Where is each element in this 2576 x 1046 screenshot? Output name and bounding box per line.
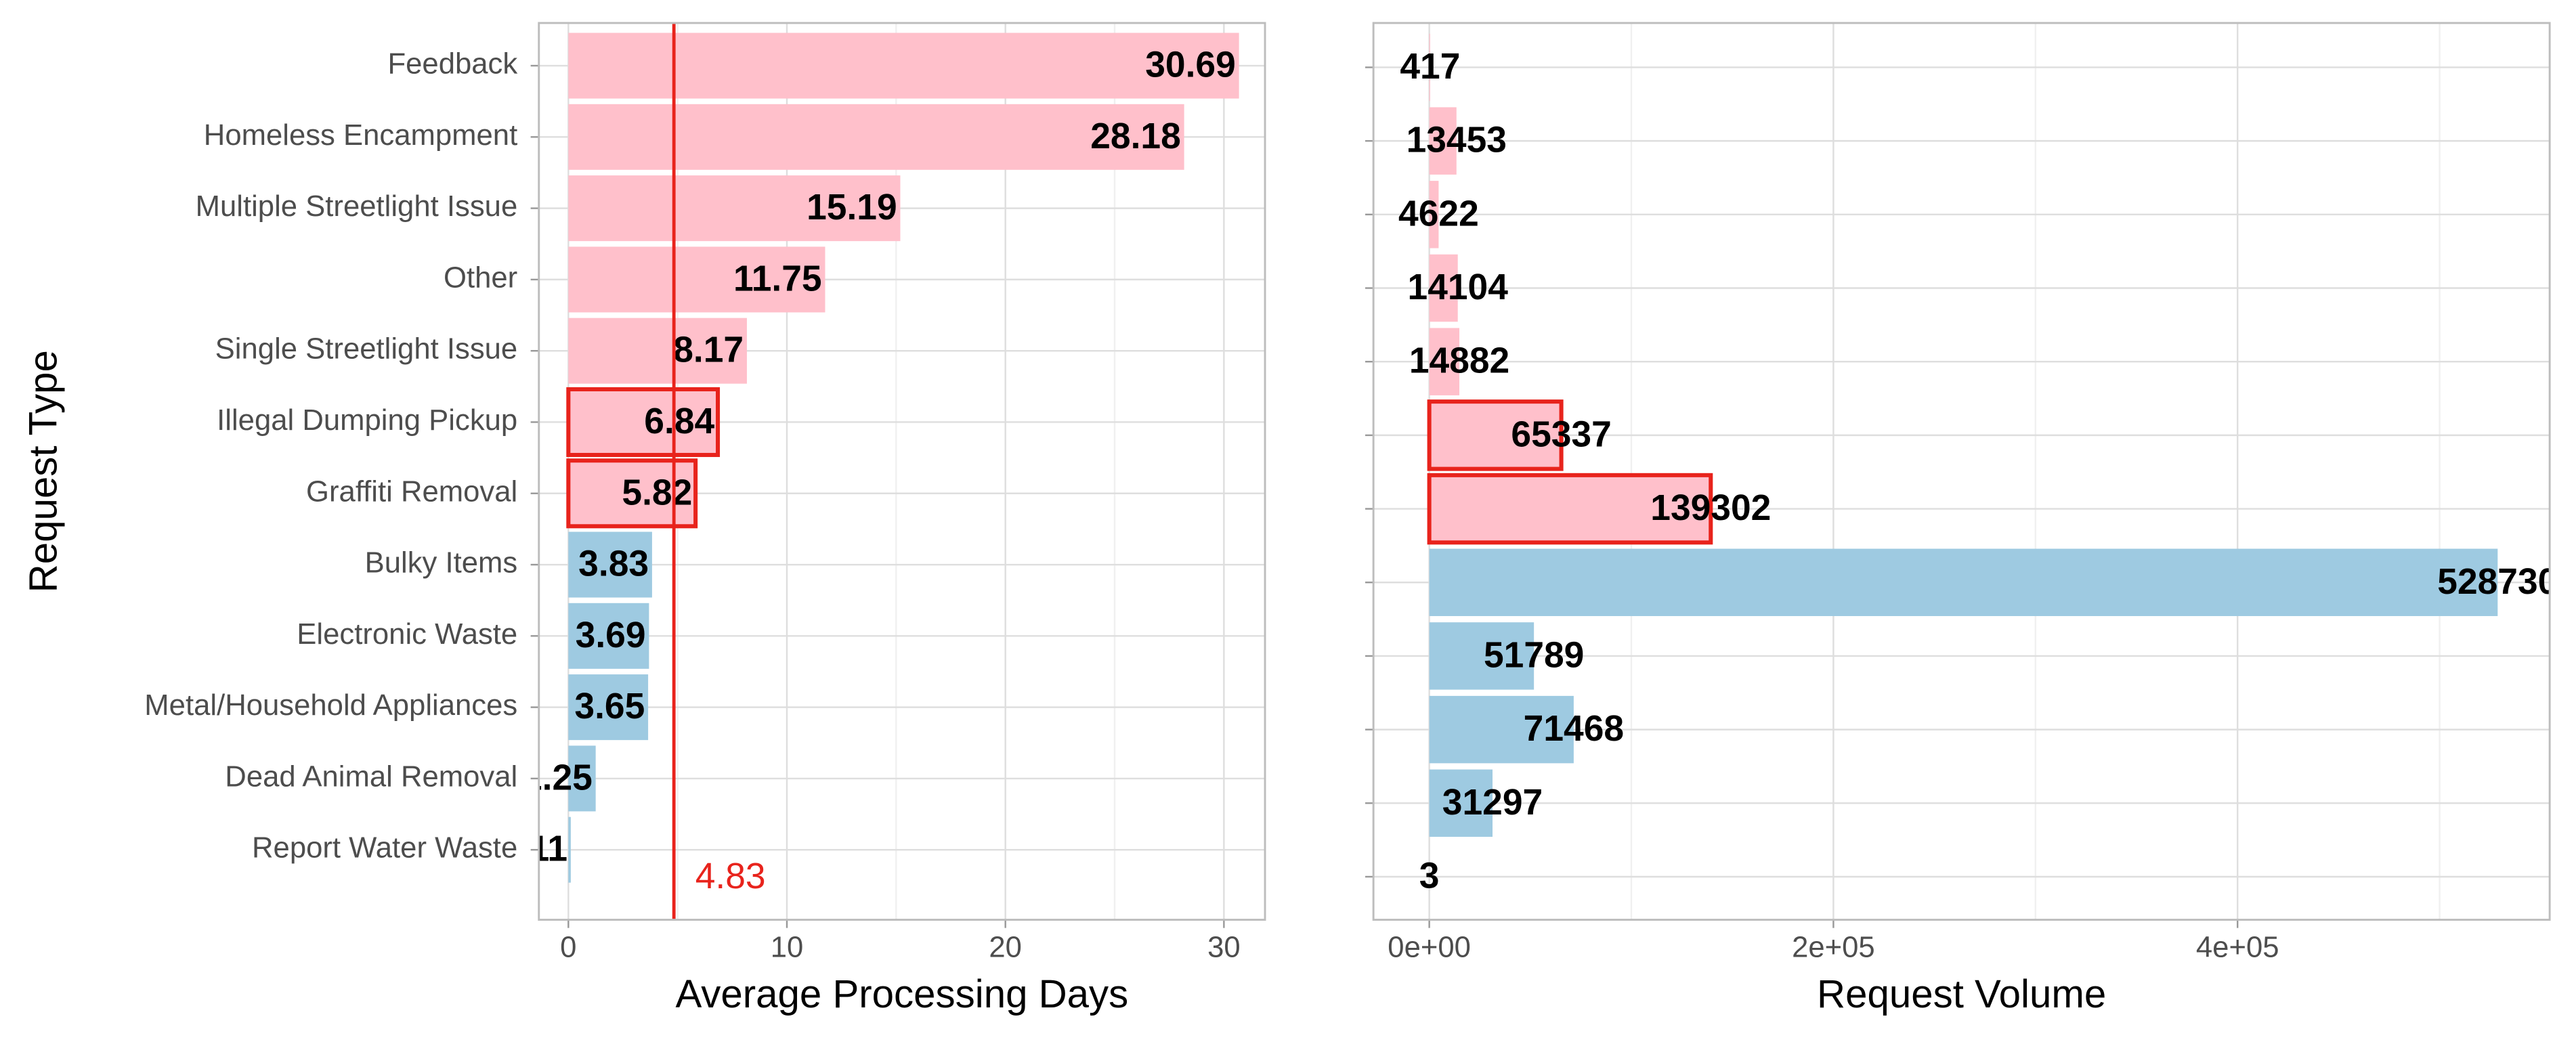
value-label: 28.18 <box>1090 116 1181 156</box>
value-label: 5.82 <box>622 473 692 513</box>
panel-background <box>1373 23 2550 920</box>
value-label: 6.84 <box>644 401 714 441</box>
y-tick-label: Multiple Streetlight Issue <box>196 190 518 223</box>
value-label: 14882 <box>1409 341 1509 381</box>
value-label: 3.65 <box>574 687 645 726</box>
y-tick-label: Homeless Encampment <box>204 118 517 152</box>
y-tick-label: Dead Animal Removal <box>225 760 517 793</box>
y-tick-label: Single Streetlight Issue <box>215 332 518 366</box>
value-label: 15.19 <box>807 188 897 227</box>
reference-label: 4.83 <box>695 856 766 896</box>
value-label: 3 <box>1419 856 1440 896</box>
value-label: 13453 <box>1407 121 1507 160</box>
x-tick-label: 4e+05 <box>2196 931 2279 964</box>
bar <box>568 33 1239 99</box>
value-label: 3.69 <box>576 615 646 655</box>
value-label: 11.75 <box>733 259 822 299</box>
x-tick-label: 2e+05 <box>1792 931 1875 964</box>
x-tick-label: 20 <box>989 931 1022 964</box>
value-label: 139302 <box>1650 488 1771 528</box>
value-label: 528730 <box>2437 562 2558 602</box>
y-tick-label: Graffiti Removal <box>306 475 517 508</box>
x-axis-title: Request Volume <box>1817 972 2106 1016</box>
y-axis-title: Request Type <box>21 350 65 592</box>
y-tick-label: Other <box>444 261 517 294</box>
y-tick-label: Report Water Waste <box>252 831 517 865</box>
value-label: 30.69 <box>1145 45 1236 85</box>
y-tick-label: Metal/Household Appliances <box>144 689 517 722</box>
value-label: 8.17 <box>673 330 744 370</box>
y-tick-label: Bulky Items <box>365 546 518 580</box>
x-tick-label: 0 <box>560 931 576 964</box>
value-label: 4622 <box>1398 194 1479 234</box>
x-axis-title: Average Processing Days <box>676 972 1129 1016</box>
value-label: 417 <box>1400 47 1460 87</box>
x-tick-label: 30 <box>1207 931 1241 964</box>
y-tick-label: Illegal Dumping Pickup <box>217 404 517 437</box>
value-label: 14104 <box>1408 267 1509 307</box>
y-tick-label: Electronic Waste <box>297 617 517 651</box>
bar <box>1430 549 2498 616</box>
value-label: 31297 <box>1442 783 1543 823</box>
value-label: 65337 <box>1511 414 1611 454</box>
value-label: 3.83 <box>578 544 649 584</box>
bar <box>568 817 571 883</box>
value-label: 71468 <box>1524 709 1624 749</box>
x-tick-label: 0e+00 <box>1388 931 1471 964</box>
y-tick-label: Feedback <box>387 47 517 81</box>
value-label: 51789 <box>1484 635 1584 675</box>
x-tick-label: 10 <box>771 931 804 964</box>
